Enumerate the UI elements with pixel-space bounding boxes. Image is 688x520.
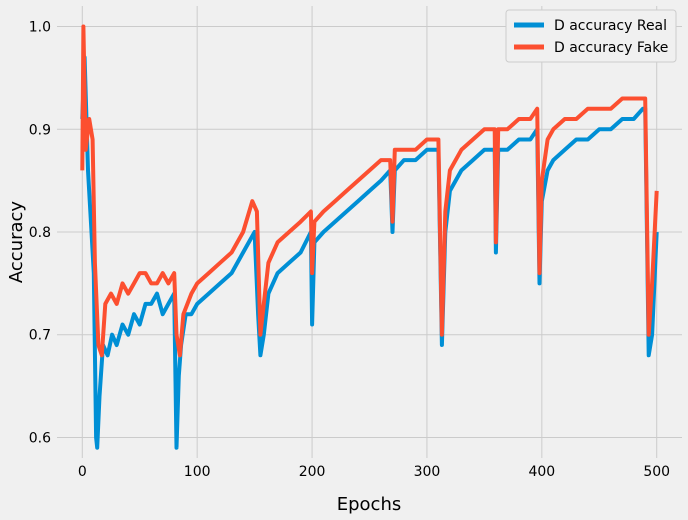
y-tick-label: 1.0	[29, 20, 51, 36]
x-tick-label: 100	[184, 464, 211, 480]
y-axis-label: Accuracy	[6, 201, 27, 284]
legend-label-fake: D accuracy Fake	[554, 40, 668, 56]
legend-box	[505, 9, 677, 63]
x-axis-label: Epochs	[337, 494, 402, 515]
x-tick-label: 0	[78, 464, 87, 480]
y-tick-label: 0.9	[29, 122, 51, 138]
x-tick-label: 300	[414, 464, 441, 480]
series-lines	[80, 24, 659, 450]
y-tick-label: 0.7	[29, 328, 51, 344]
x-tick-label: 200	[299, 464, 326, 480]
tick-labels: 0 100 200 300 400 500 0.6 0.7 0.8 0.9 1.0	[29, 20, 670, 480]
series-line-fake	[80, 24, 659, 358]
y-tick-label: 0.8	[29, 225, 51, 241]
x-tick-label: 400	[528, 464, 555, 480]
legend: D accuracy Real D accuracy Fake	[505, 9, 677, 63]
x-tick-label: 500	[643, 464, 670, 480]
y-tick-label: 0.6	[29, 430, 51, 446]
legend-label-real: D accuracy Real	[554, 18, 667, 34]
